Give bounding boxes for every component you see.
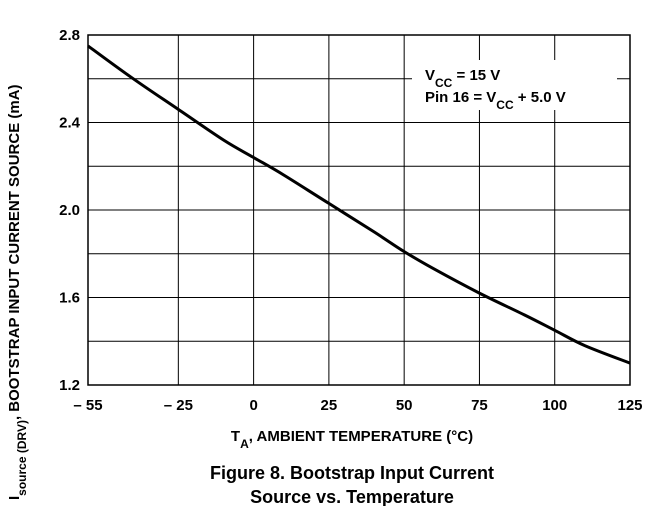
x-tick-label: – 55 (73, 397, 102, 414)
x-tick-label: 0 (249, 397, 257, 414)
x-tick-label: 75 (471, 397, 488, 414)
figure-caption-line-1: Figure 8. Bootstrap Input Current (210, 463, 494, 483)
plot-frame (87, 34, 631, 386)
y-axis-title: Isource (DRV), BOOTSTRAP INPUT CURRENT S… (6, 84, 29, 500)
annotation-box (412, 60, 617, 110)
series-line (87, 44, 631, 365)
x-tick-label: 125 (617, 397, 642, 414)
annotation-line-1: VCC = 15 V (425, 67, 500, 90)
y-tick-label: 1.2 (59, 377, 80, 394)
y-tick-label: 1.6 (59, 290, 80, 307)
y-tick-label: 2.8 (59, 27, 80, 44)
x-tick-label: 50 (396, 397, 413, 414)
figure-caption-line-2: Source vs. Temperature (250, 487, 454, 506)
y-tick-label: 2.4 (59, 115, 81, 132)
annotation-line-2: Pin 16 = VCC + 5.0 V (425, 89, 566, 112)
series (87, 44, 631, 365)
x-tick-labels: – 55 – 25 0 25 50 75 100 125 (73, 397, 642, 414)
x-tick-label: – 25 (164, 397, 193, 414)
x-tick-label: 100 (542, 397, 567, 414)
y-tick-label: 2.0 (59, 202, 80, 219)
x-tick-label: 25 (321, 397, 338, 414)
x-axis-title: TA, AMBIENT TEMPERATURE (°C) (231, 428, 473, 451)
y-tick-labels: 1.2 1.6 2.0 2.4 2.8 (59, 27, 81, 394)
